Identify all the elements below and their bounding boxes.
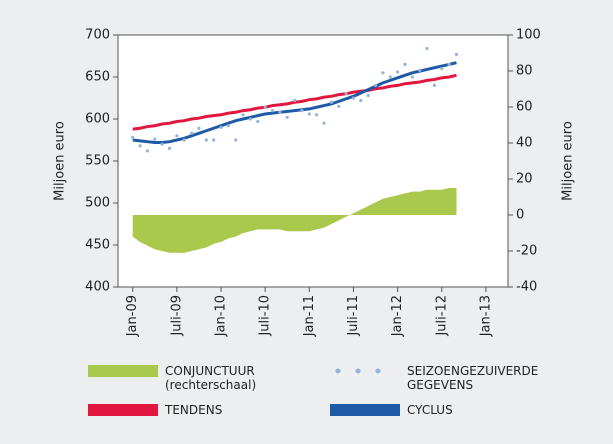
point (241, 113, 245, 117)
point (219, 125, 223, 129)
y2-tick-label: 0 (516, 208, 524, 223)
x-tick-label: Jan-12 (390, 295, 405, 337)
point (359, 98, 363, 103)
legend-label: CYCLUS (407, 403, 453, 417)
point (160, 142, 164, 146)
y-tick-label: 450 (85, 238, 110, 253)
point (248, 117, 253, 121)
y-tick-label: 600 (85, 112, 110, 127)
y2-tick-label: -20 (516, 244, 537, 259)
point (381, 71, 385, 75)
point (454, 52, 459, 56)
point (329, 100, 333, 104)
y2-tick-label: 20 (516, 172, 533, 187)
point (418, 68, 422, 72)
legend-swatch (88, 365, 158, 377)
legend-label: CONJUNCTUUR (rechterschaal) (165, 364, 257, 392)
point (373, 83, 378, 87)
area (132, 188, 457, 253)
point (351, 96, 356, 100)
point (278, 110, 282, 114)
point (403, 62, 407, 66)
point (204, 138, 208, 142)
point (440, 67, 444, 71)
point (270, 109, 275, 113)
x-tick-label: Jan-13 (478, 295, 493, 337)
y-tick-label: 650 (85, 70, 110, 85)
point (145, 149, 150, 153)
point (344, 92, 348, 96)
y2-axis-label: Miljoen euro (561, 121, 576, 201)
x-tick-label: Jan-09 (125, 295, 140, 337)
point (366, 93, 370, 98)
point (263, 105, 267, 109)
point (153, 137, 157, 141)
point (197, 126, 201, 130)
point (315, 113, 319, 117)
point (410, 75, 414, 79)
point (256, 119, 260, 124)
legend-label: SEIZOENGEZUIVERDE GEGEVENS (407, 364, 539, 392)
point (182, 138, 186, 142)
legend-dot (355, 368, 361, 374)
point (167, 146, 172, 150)
point (131, 135, 135, 140)
y-tick-label: 400 (85, 280, 110, 295)
point (337, 104, 341, 108)
y2-tick-label: 40 (516, 136, 533, 151)
y2-tick-label: 60 (516, 100, 533, 115)
x-tick-label: Jan-10 (214, 295, 229, 337)
y2-tick-label: -40 (516, 280, 537, 295)
line (132, 73, 457, 131)
legend-dot (335, 368, 341, 374)
legend-dot (375, 368, 381, 374)
point (189, 131, 194, 135)
point (212, 138, 216, 142)
legend-swatch (88, 404, 158, 416)
point (138, 144, 142, 148)
point (425, 46, 429, 51)
point (175, 134, 179, 138)
point (396, 70, 400, 74)
point (388, 75, 392, 79)
point (285, 115, 289, 119)
legend-swatch (330, 404, 400, 416)
x-tick-label: Juli-11 (346, 295, 361, 337)
point (447, 62, 451, 66)
legend-label: TENDENS (165, 403, 223, 417)
point (293, 98, 297, 103)
x-tick-label: Jan-11 (302, 295, 317, 337)
x-tick-label: Juli-10 (258, 295, 273, 337)
point (300, 109, 304, 113)
y-axis-label: Miljoen euro (53, 121, 68, 201)
point (226, 124, 230, 128)
line (132, 61, 457, 145)
x-tick-label: Juli-12 (434, 295, 449, 337)
y-tick-label: 500 (85, 196, 110, 211)
y-tick-label: 550 (85, 154, 110, 169)
y2-tick-label: 80 (516, 64, 533, 79)
y2-tick-label: 100 (516, 28, 541, 43)
y-tick-label: 700 (85, 28, 110, 43)
point (234, 138, 238, 142)
point (307, 112, 311, 116)
point (432, 83, 437, 87)
point (322, 121, 326, 125)
x-tick-label: Juli-09 (169, 295, 184, 337)
